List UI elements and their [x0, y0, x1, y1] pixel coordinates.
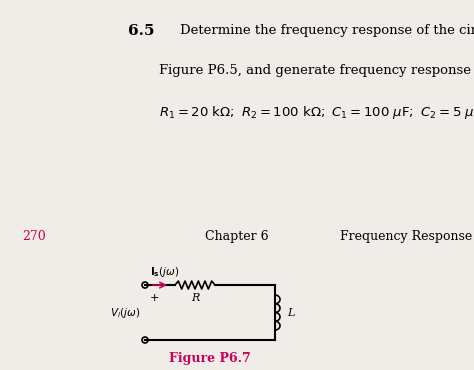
- Text: 270: 270: [22, 230, 46, 243]
- Text: $V_i(j\omega)$: $V_i(j\omega)$: [110, 306, 140, 320]
- Text: $R_1 = 20\ \mathrm{k}\Omega;\ R_2 = 100\ \mathrm{k}\Omega;\ C_1 = 100\ \mu\mathr: $R_1 = 20\ \mathrm{k}\Omega;\ R_2 = 100\…: [159, 104, 474, 121]
- Text: Figure P6.5, and generate frequency response plots.: Figure P6.5, and generate frequency resp…: [159, 64, 474, 77]
- Text: $\mathbf{I_s}$$\mathit{(j\omega)}$: $\mathbf{I_s}$$\mathit{(j\omega)}$: [150, 265, 179, 279]
- Text: Frequency Response and S: Frequency Response and S: [340, 230, 474, 243]
- Text: Figure P6.7: Figure P6.7: [169, 352, 251, 365]
- Text: 6.5: 6.5: [128, 24, 155, 38]
- Text: R: R: [191, 293, 199, 303]
- Text: Determine the frequency response of the circuit of: Determine the frequency response of the …: [180, 24, 474, 37]
- Text: +: +: [150, 293, 159, 303]
- Text: L: L: [287, 307, 294, 317]
- Text: Chapter 6: Chapter 6: [205, 230, 269, 243]
